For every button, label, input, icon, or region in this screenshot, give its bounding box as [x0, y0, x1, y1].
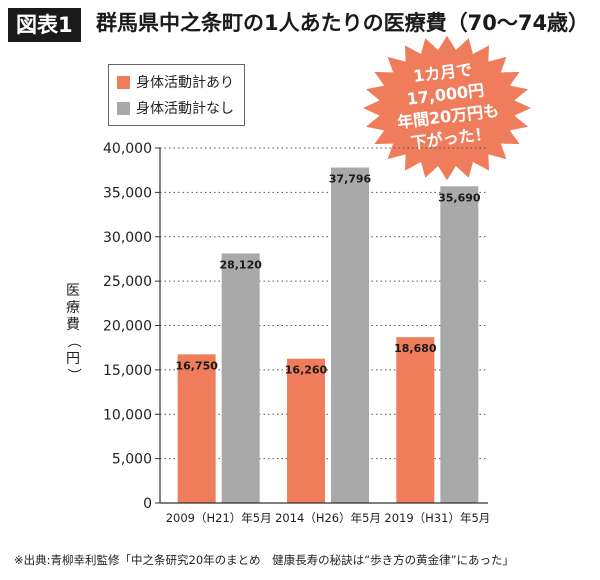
y-tick-label: 5,000 [112, 452, 152, 468]
chart-title: 群馬県中之条町の1人あたりの医療費（70〜74歳） [96, 11, 590, 35]
y-axis-label-char: 円 [66, 351, 80, 367]
y-axis-label-char: 医 [66, 283, 80, 299]
data-label: 16,750 [175, 359, 218, 372]
y-tick-label: 20,000 [103, 319, 152, 335]
data-label: 18,680 [394, 342, 437, 355]
legend-swatch-with-meter [117, 75, 130, 89]
y-axis-label: 医療費（ 円） [65, 283, 81, 382]
legend-item-without-meter: 身体活動計なし [117, 95, 234, 121]
legend-label-with-meter: 身体活動計あり [136, 75, 234, 91]
bar-without-meter [221, 253, 260, 503]
data-label: 35,690 [438, 191, 481, 204]
y-tick-label: 0 [143, 496, 152, 512]
x-axis-labels: 2009（H21）年5月 2014（H26）年5月 2019（H31）年5月 [166, 511, 491, 525]
y-tick-label: 15,000 [103, 363, 152, 379]
data-label: 16,260 [285, 364, 328, 377]
x-tick-label: 2014（H26）年5月 [275, 511, 381, 525]
legend-item-with-meter: 身体活動計あり [117, 69, 234, 95]
bar-with-meter [177, 354, 216, 503]
y-axis-label-char: （ [65, 334, 81, 348]
starburst-shape [363, 35, 531, 181]
x-tick-label: 2019（H31）年5月 [384, 511, 490, 525]
bar-without-meter [331, 167, 369, 504]
data-label: 28,120 [219, 258, 262, 271]
bar-with-meter [396, 337, 435, 503]
y-axis-label-char: ） [65, 368, 81, 382]
legend: 身体活動計あり 身体活動計なし [108, 64, 245, 126]
y-tick-label: 30,000 [103, 230, 152, 246]
bar-without-meter [440, 186, 479, 503]
y-tick-label: 40,000 [103, 141, 152, 157]
y-axis-label-char: 費 [66, 317, 80, 333]
data-label: 37,796 [329, 173, 372, 186]
y-tick-label: 25,000 [103, 274, 152, 290]
legend-swatch-without-meter [117, 101, 130, 115]
y-tick-label: 35,000 [103, 185, 152, 201]
bar-with-meter [287, 358, 325, 503]
source-note: ※出典:青柳幸利監修「中之条研究20年のまとめ 健康長寿の秘訣は“歩き方の黄金律… [14, 553, 515, 567]
y-tick-label: 10,000 [103, 407, 152, 423]
bars: 16,750 28,120 16,260 37,796 18,680 35,690 [175, 167, 481, 504]
figure-label: 図表1 [8, 8, 81, 42]
legend-label-without-meter: 身体活動計なし [136, 101, 234, 117]
y-axis-ticks: 0 5,000 10,000 15,000 20,000 25,000 30,000 35,0… [103, 141, 160, 512]
y-axis-label-char: 療 [66, 299, 80, 316]
x-tick-label: 2009（H21）年5月 [166, 511, 272, 525]
